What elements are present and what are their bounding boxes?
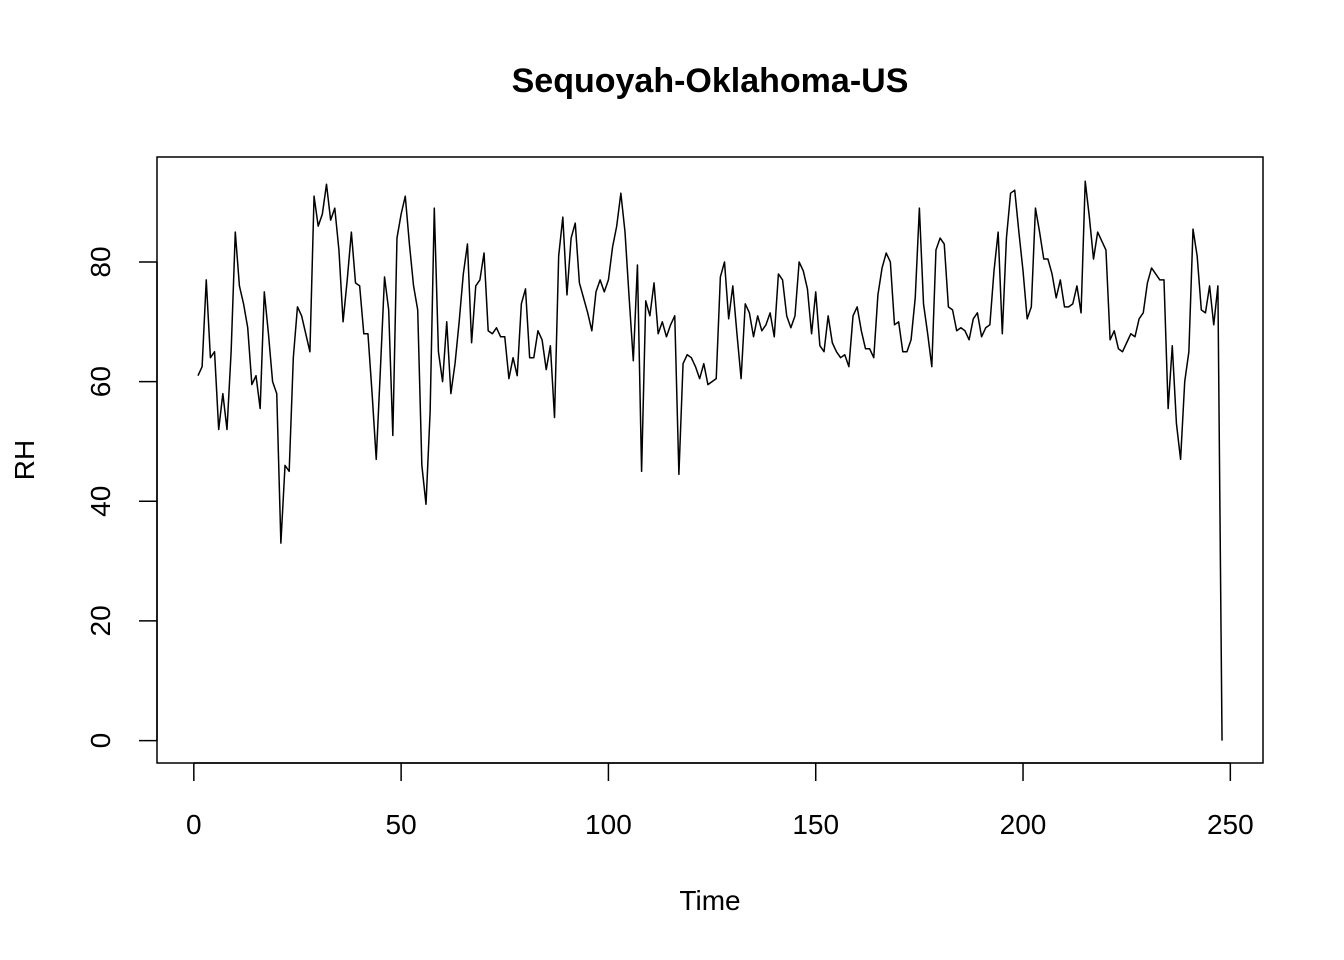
- x-tick-label: 0: [186, 809, 202, 840]
- x-axis-label: Time: [679, 885, 740, 916]
- x-tick-label: 200: [1000, 809, 1047, 840]
- data-line: [197, 180, 1223, 741]
- x-tick-label: 250: [1207, 809, 1254, 840]
- y-tick-label: 60: [85, 366, 116, 397]
- y-tick-label: 0: [85, 733, 116, 749]
- y-tick-label: 80: [85, 246, 116, 277]
- chart-title: Sequoyah-Oklahoma-US: [512, 62, 909, 100]
- y-axis-label: RH: [9, 440, 40, 480]
- y-tick-label: 20: [85, 605, 116, 636]
- x-tick-label: 150: [792, 809, 839, 840]
- y-tick-label: 40: [85, 486, 116, 517]
- x-tick-label: 100: [585, 809, 632, 840]
- x-tick-label: 50: [386, 809, 417, 840]
